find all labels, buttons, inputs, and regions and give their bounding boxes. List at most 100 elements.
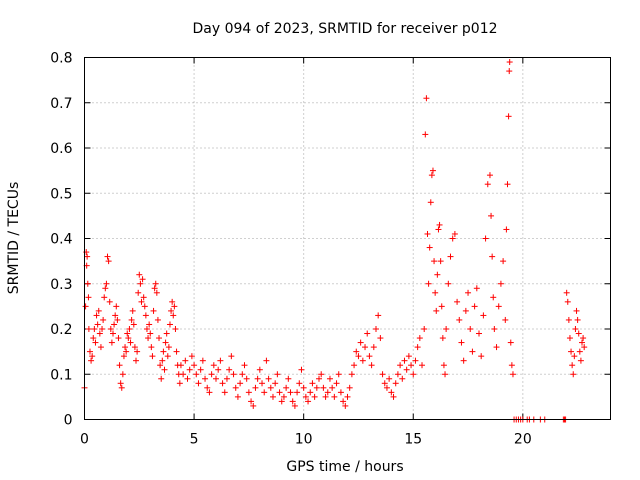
- data-point: [390, 393, 397, 400]
- x-tick-labels: 0 5 10 15 20: [80, 432, 532, 448]
- data-point: [170, 312, 177, 319]
- data-point: [437, 258, 444, 265]
- data-point: [318, 371, 325, 378]
- y-axis-label: SRMTID / TECUs: [6, 182, 22, 295]
- y-tick-label: 0.7: [50, 96, 72, 112]
- data-point: [359, 357, 366, 364]
- data-point: [215, 366, 222, 373]
- data-point: [478, 353, 485, 360]
- data-point: [423, 95, 430, 102]
- data-point: [148, 344, 155, 351]
- data-point: [99, 326, 106, 332]
- data-point: [86, 348, 93, 355]
- data-point: [419, 362, 426, 369]
- data-point: [364, 330, 371, 337]
- data-point: [449, 235, 456, 242]
- data-point: [219, 380, 226, 387]
- data-point: [171, 303, 178, 310]
- data-point: [569, 362, 576, 369]
- data-point: [471, 303, 478, 310]
- data-point: [159, 357, 166, 364]
- data-point: [82, 303, 89, 310]
- data-point: [199, 357, 206, 364]
- data-point: [491, 326, 498, 332]
- data-point: [388, 389, 395, 396]
- data-point: [184, 375, 191, 382]
- data-point: [100, 316, 107, 323]
- data-point: [90, 335, 97, 342]
- data-point: [145, 335, 152, 342]
- data-point: [346, 384, 353, 391]
- data-point: [88, 357, 95, 364]
- data-point: [241, 362, 248, 369]
- y-tick-label: 0.5: [50, 186, 72, 202]
- data-point: [117, 380, 124, 387]
- data-point: [568, 348, 575, 355]
- data-point: [433, 307, 440, 314]
- data-point: [566, 335, 573, 342]
- data-point: [300, 384, 307, 391]
- data-point: [265, 375, 272, 382]
- data-point: [103, 280, 110, 287]
- data-point: [377, 335, 384, 342]
- data-point: [302, 393, 309, 400]
- data-point: [443, 326, 450, 332]
- data-point: [342, 402, 349, 409]
- data-point: [488, 212, 495, 219]
- data-point: [118, 384, 125, 391]
- data-point: [563, 289, 570, 296]
- data-point: [95, 307, 102, 314]
- data-point: [392, 380, 399, 387]
- data-point: [157, 362, 164, 369]
- data-point: [101, 294, 108, 301]
- data-point: [320, 384, 327, 391]
- data-point: [109, 330, 116, 337]
- data-point: [116, 362, 123, 369]
- data-point: [138, 298, 145, 305]
- data-point: [574, 316, 581, 323]
- data-point: [298, 366, 305, 373]
- data-point: [581, 344, 588, 351]
- data-point: [134, 348, 141, 355]
- data-point: [305, 398, 312, 405]
- data-point: [182, 357, 189, 364]
- data-point: [564, 298, 571, 305]
- data-point: [274, 371, 281, 378]
- data-point: [84, 280, 91, 287]
- data-point: [89, 353, 96, 360]
- data-point: [445, 280, 452, 287]
- x-tick-label: 20: [514, 432, 532, 448]
- data-point: [429, 167, 436, 174]
- data-point: [428, 172, 435, 179]
- data-point: [565, 316, 572, 323]
- data-point: [168, 307, 175, 314]
- data-point: [296, 380, 303, 387]
- y-tick-label: 0.3: [50, 277, 72, 293]
- data-point: [226, 366, 233, 373]
- data-point: [362, 344, 369, 351]
- data-point: [102, 285, 109, 292]
- data-point: [85, 326, 92, 332]
- data-point: [250, 402, 257, 409]
- data-point: [106, 298, 113, 305]
- data-point: [440, 362, 447, 369]
- data-point: [497, 280, 504, 287]
- data-point: [202, 375, 209, 382]
- data-point: [114, 316, 121, 323]
- data-point: [259, 380, 266, 387]
- data-point: [176, 380, 183, 387]
- data-point: [316, 375, 323, 382]
- data-point: [348, 371, 355, 378]
- data-point: [276, 389, 283, 396]
- data-point: [135, 289, 142, 296]
- data-point: [164, 353, 171, 360]
- data-point: [335, 371, 342, 378]
- data-point: [160, 348, 167, 355]
- data-point: [96, 330, 103, 337]
- data-point: [289, 398, 296, 405]
- data-point: [126, 326, 133, 332]
- data-point: [172, 326, 179, 332]
- data-point: [580, 335, 587, 342]
- data-point: [133, 357, 140, 364]
